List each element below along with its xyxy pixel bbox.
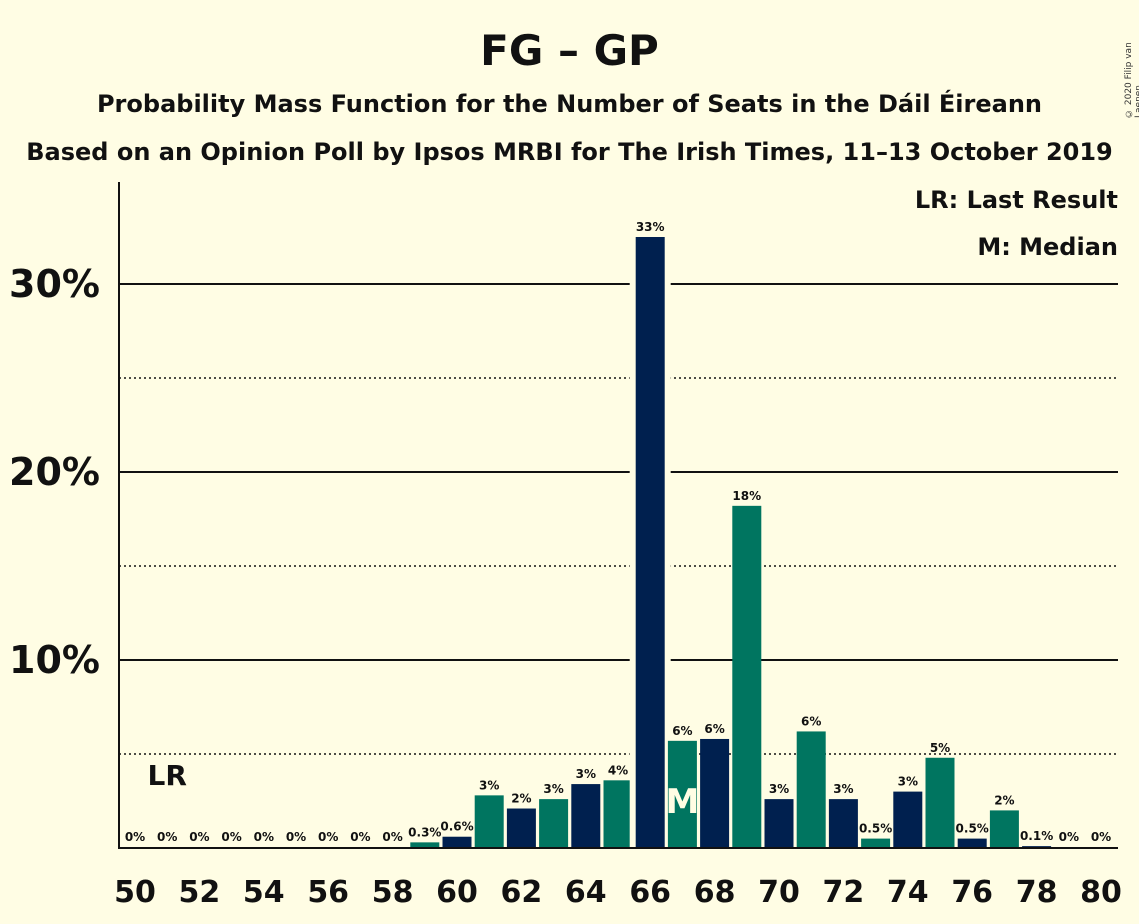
y-tick-label: 30% — [9, 262, 100, 306]
data-label: 33% — [636, 220, 665, 234]
bar — [410, 842, 440, 848]
bar — [539, 799, 569, 848]
legend-last-result: LR: Last Result — [914, 186, 1118, 214]
bar — [764, 799, 794, 848]
data-label: 5% — [930, 741, 950, 755]
bar — [635, 237, 665, 848]
bar — [732, 505, 762, 848]
bar — [861, 838, 891, 848]
data-label: 0% — [254, 830, 274, 844]
data-label: 0.1% — [1020, 829, 1053, 843]
data-label: 0% — [318, 830, 338, 844]
data-label: 3% — [898, 775, 918, 789]
data-label: 3% — [576, 767, 596, 781]
data-label: 3% — [479, 778, 499, 792]
x-tick-label: 60 — [436, 875, 478, 910]
x-tick-label: 56 — [307, 875, 349, 910]
data-label: 2% — [511, 792, 531, 806]
bar — [700, 738, 730, 848]
data-label: 18% — [732, 489, 761, 503]
data-label: 0% — [382, 830, 402, 844]
data-label: 6% — [704, 722, 724, 736]
x-tick-label: 70 — [758, 875, 800, 910]
data-label: 4% — [608, 763, 628, 777]
bar — [571, 784, 601, 848]
data-label: 0% — [157, 830, 177, 844]
bar — [893, 791, 923, 848]
x-tick-label: 54 — [243, 875, 285, 910]
x-tick-label: 52 — [179, 875, 221, 910]
bar — [989, 810, 1019, 848]
last-result-marker: LR — [147, 759, 186, 792]
data-label: 3% — [543, 782, 563, 796]
data-label: 6% — [801, 714, 821, 728]
data-label: 0% — [221, 830, 241, 844]
x-tick-label: 66 — [629, 875, 671, 910]
median-marker: M — [665, 782, 699, 822]
x-tick-label: 62 — [501, 875, 543, 910]
bar — [474, 795, 504, 848]
bar — [957, 838, 987, 848]
data-label: 3% — [769, 782, 789, 796]
y-tick-label: 10% — [9, 638, 100, 682]
x-tick-label: 74 — [887, 875, 929, 910]
data-label: 0% — [286, 830, 306, 844]
bar — [667, 740, 697, 848]
bar — [506, 808, 536, 848]
data-label: 0% — [1059, 830, 1079, 844]
data-label: 0.5% — [859, 822, 892, 836]
x-tick-label: 64 — [565, 875, 607, 910]
chart-title: FG – GP — [480, 26, 659, 75]
x-tick-label: 78 — [1016, 875, 1058, 910]
data-label: 0% — [189, 830, 209, 844]
bar — [603, 780, 633, 848]
data-label: 0% — [125, 830, 145, 844]
bar — [442, 836, 472, 848]
x-tick-label: 68 — [694, 875, 736, 910]
chart-subtitle: Probability Mass Function for the Number… — [96, 90, 1043, 118]
chart-subtitle-2: Based on an Opinion Poll by Ipsos MRBI f… — [26, 138, 1113, 166]
bar — [925, 757, 955, 848]
data-label: 0% — [1091, 830, 1111, 844]
data-label: 0% — [350, 830, 370, 844]
data-label: 0.3% — [408, 825, 441, 839]
data-label: 0.6% — [440, 820, 473, 834]
data-label: 0.5% — [956, 822, 989, 836]
x-tick-label: 58 — [372, 875, 414, 910]
x-tick-label: 50 — [114, 875, 156, 910]
bar — [796, 731, 826, 848]
x-tick-label: 76 — [951, 875, 993, 910]
x-tick-label: 72 — [823, 875, 865, 910]
y-tick-label: 20% — [9, 450, 100, 494]
legend-median: M: Median — [977, 233, 1118, 261]
bar — [828, 799, 858, 848]
data-label: 3% — [833, 782, 853, 796]
x-tick-label: 80 — [1080, 875, 1122, 910]
data-label: 6% — [672, 724, 692, 738]
data-label: 2% — [994, 793, 1014, 807]
